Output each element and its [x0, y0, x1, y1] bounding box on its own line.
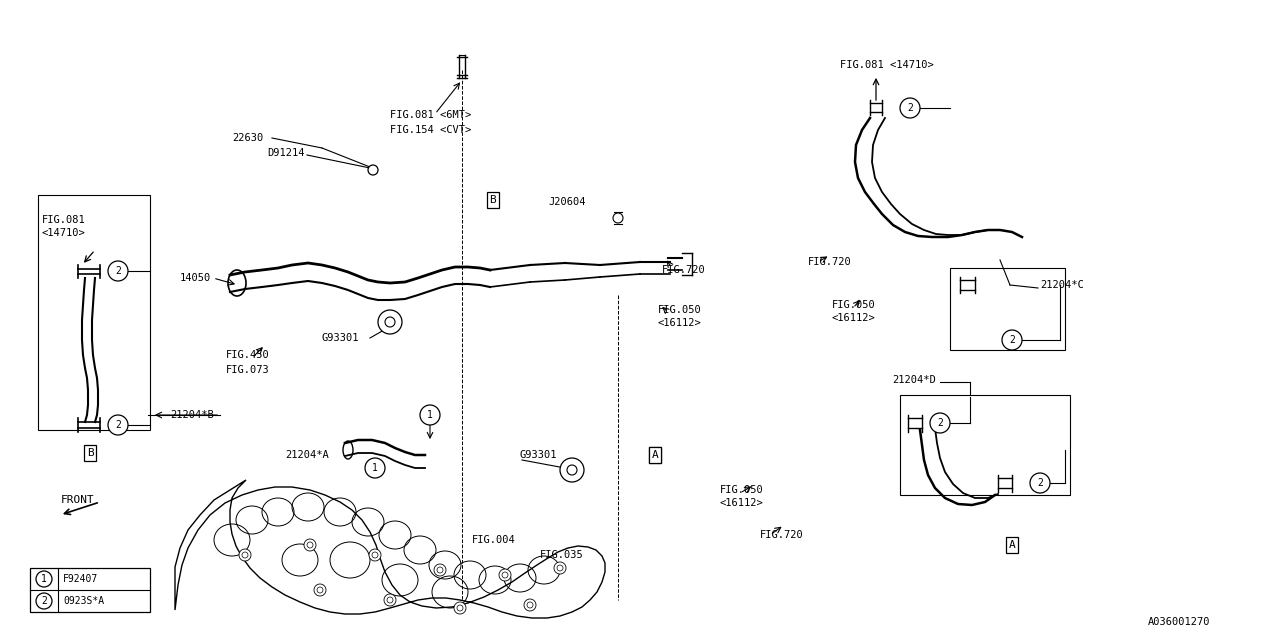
Text: 1: 1 — [428, 410, 433, 420]
Circle shape — [554, 562, 566, 574]
Text: 21204*C: 21204*C — [1039, 280, 1084, 290]
Text: FIG.720: FIG.720 — [808, 257, 851, 267]
Circle shape — [557, 565, 563, 571]
Circle shape — [1030, 473, 1050, 493]
Circle shape — [317, 587, 323, 593]
Circle shape — [307, 542, 314, 548]
Circle shape — [457, 605, 463, 611]
Text: 2: 2 — [908, 103, 913, 113]
Circle shape — [305, 539, 316, 551]
Text: 2: 2 — [41, 596, 47, 606]
Circle shape — [36, 571, 52, 587]
Circle shape — [613, 213, 623, 223]
Text: 0923S*A: 0923S*A — [63, 596, 104, 606]
Bar — [38, 195, 150, 430]
Text: D91214: D91214 — [268, 148, 305, 158]
Circle shape — [108, 261, 128, 281]
Circle shape — [1002, 330, 1021, 350]
Circle shape — [454, 602, 466, 614]
Circle shape — [561, 458, 584, 482]
Text: B: B — [490, 195, 497, 205]
Circle shape — [378, 310, 402, 334]
Text: FIG.050: FIG.050 — [658, 305, 701, 315]
Circle shape — [524, 599, 536, 611]
Text: FIG.081 <6MT>: FIG.081 <6MT> — [390, 110, 471, 120]
Circle shape — [108, 415, 128, 435]
Circle shape — [420, 405, 440, 425]
Circle shape — [242, 552, 248, 558]
Text: FIG.035: FIG.035 — [540, 550, 584, 560]
Text: J20604: J20604 — [548, 197, 585, 207]
Text: 21204*B: 21204*B — [170, 410, 214, 420]
Text: 22630: 22630 — [232, 133, 264, 143]
Circle shape — [434, 564, 445, 576]
Text: FIG.081 <14710>: FIG.081 <14710> — [840, 60, 933, 70]
Bar — [900, 395, 1070, 495]
Circle shape — [372, 552, 378, 558]
Circle shape — [387, 597, 393, 603]
Circle shape — [385, 317, 396, 327]
Text: B: B — [87, 448, 93, 458]
Text: 21204*D: 21204*D — [892, 375, 936, 385]
Text: FIG.154 <CVT>: FIG.154 <CVT> — [390, 125, 471, 135]
Text: FIG.073: FIG.073 — [227, 365, 270, 375]
Text: FIG.050: FIG.050 — [832, 300, 876, 310]
Text: 14050: 14050 — [180, 273, 211, 283]
Text: <16112>: <16112> — [832, 313, 876, 323]
Circle shape — [365, 458, 385, 478]
Circle shape — [314, 584, 326, 596]
Text: FIG.720: FIG.720 — [760, 530, 804, 540]
Text: FIG.081: FIG.081 — [42, 215, 86, 225]
Circle shape — [527, 602, 532, 608]
Text: FIG.450: FIG.450 — [227, 350, 270, 360]
Circle shape — [36, 593, 52, 609]
Circle shape — [436, 567, 443, 573]
Text: 2: 2 — [115, 420, 120, 430]
Text: A: A — [652, 450, 658, 460]
Text: G93301: G93301 — [520, 450, 558, 460]
Text: 2: 2 — [1037, 478, 1043, 488]
Circle shape — [900, 98, 920, 118]
Text: A: A — [652, 450, 658, 460]
Text: A036001270: A036001270 — [1147, 617, 1210, 627]
Circle shape — [502, 572, 508, 578]
Text: 2: 2 — [115, 266, 120, 276]
Text: 1: 1 — [41, 574, 47, 584]
Circle shape — [369, 549, 381, 561]
Text: FIG.720: FIG.720 — [662, 265, 705, 275]
Text: FIG.050: FIG.050 — [719, 485, 764, 495]
Circle shape — [567, 465, 577, 475]
Text: <16112>: <16112> — [658, 318, 701, 328]
Text: A: A — [1009, 540, 1015, 550]
Bar — [950, 268, 1065, 350]
Text: F92407: F92407 — [63, 574, 99, 584]
Text: FRONT: FRONT — [61, 495, 95, 505]
Text: 2: 2 — [937, 418, 943, 428]
Text: 21204*A: 21204*A — [285, 450, 329, 460]
Bar — [29, 568, 150, 612]
Circle shape — [931, 413, 950, 433]
Text: FIG.004: FIG.004 — [472, 535, 516, 545]
Circle shape — [239, 549, 251, 561]
Text: G93301: G93301 — [323, 333, 360, 343]
Circle shape — [499, 569, 511, 581]
Circle shape — [369, 165, 378, 175]
Text: 2: 2 — [1009, 335, 1015, 345]
Text: 1: 1 — [372, 463, 378, 473]
Circle shape — [384, 594, 396, 606]
Text: <14710>: <14710> — [42, 228, 86, 238]
Text: <16112>: <16112> — [719, 498, 764, 508]
